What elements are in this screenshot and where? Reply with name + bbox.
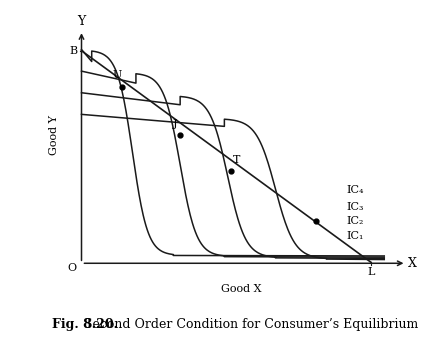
Text: T: T [232, 155, 240, 165]
Text: IC₄: IC₄ [347, 185, 364, 195]
Text: B: B [69, 46, 77, 56]
Text: X: X [408, 257, 417, 270]
Text: Second Order Condition for Consumer’s Equilibrium: Second Order Condition for Consumer’s Eq… [80, 318, 418, 331]
Text: U: U [113, 69, 122, 80]
Text: Good Y: Good Y [49, 115, 59, 155]
Text: L: L [367, 267, 375, 277]
Text: Good X: Good X [221, 284, 262, 294]
Text: O: O [67, 263, 76, 273]
Text: Fig. 8.20.: Fig. 8.20. [52, 318, 118, 331]
Text: IC₃: IC₃ [347, 202, 364, 212]
Text: IC₂: IC₂ [347, 216, 364, 226]
Text: J: J [173, 119, 178, 129]
Text: IC₁: IC₁ [347, 231, 364, 241]
Text: Y: Y [77, 15, 86, 28]
